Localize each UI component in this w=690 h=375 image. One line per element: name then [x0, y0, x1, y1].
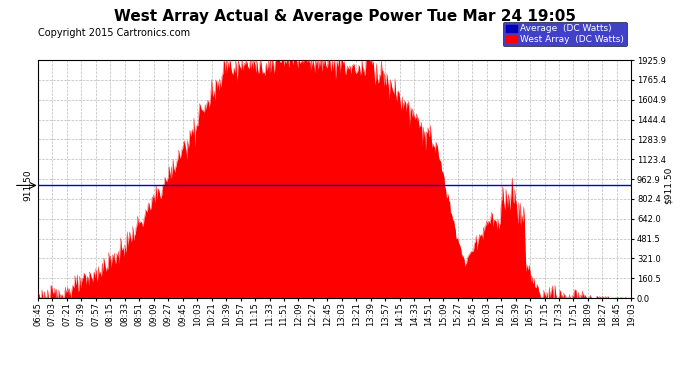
Text: Copyright 2015 Cartronics.com: Copyright 2015 Cartronics.com [38, 28, 190, 38]
Text: West Array Actual & Average Power Tue Mar 24 19:05: West Array Actual & Average Power Tue Ma… [114, 9, 576, 24]
Text: $911.50: $911.50 [664, 167, 673, 204]
Legend: Average  (DC Watts), West Array  (DC Watts): Average (DC Watts), West Array (DC Watts… [503, 22, 627, 46]
Text: 911.50: 911.50 [23, 170, 32, 201]
